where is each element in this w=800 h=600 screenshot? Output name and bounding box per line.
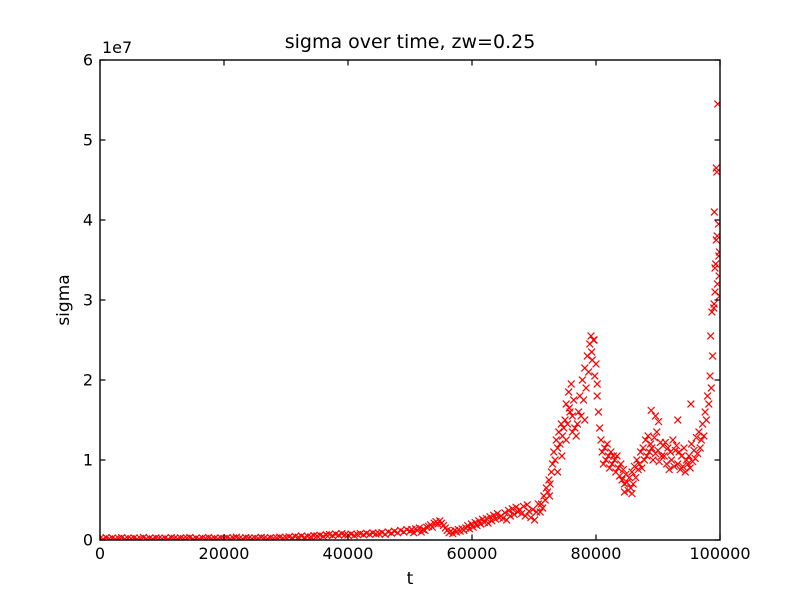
x-tick-label: 60000 — [447, 544, 498, 563]
x-tick-label: 100000 — [689, 544, 750, 563]
y-axis-offset-label: 1e7 — [102, 38, 133, 57]
y-tick-label: 6 — [83, 51, 93, 70]
scatter-points — [100, 100, 720, 540]
axis-ticks — [99, 59, 721, 541]
y-tick-label: 3 — [83, 291, 93, 310]
y-tick-label: 2 — [83, 371, 93, 390]
y-tick-label: 0 — [83, 531, 93, 550]
x-tick-label: 80000 — [571, 544, 622, 563]
y-axis-label: sigma — [54, 274, 74, 326]
y-tick-label: 4 — [83, 211, 93, 230]
axis-tick-labels: 0 20000 40000 60000 80000 100000 0 1 2 3 4 5 6 — [83, 51, 751, 564]
plot-frame — [99, 59, 721, 541]
chart-title: sigma over time, zw=0.25 — [284, 31, 536, 53]
y-tick-label: 1 — [83, 451, 93, 470]
y-tick-label: 5 — [83, 131, 93, 150]
x-tick-label: 0 — [95, 544, 105, 563]
x-tick-label: 40000 — [323, 544, 374, 563]
x-tick-label: 20000 — [199, 544, 250, 563]
x-axis-label: t — [406, 569, 414, 589]
